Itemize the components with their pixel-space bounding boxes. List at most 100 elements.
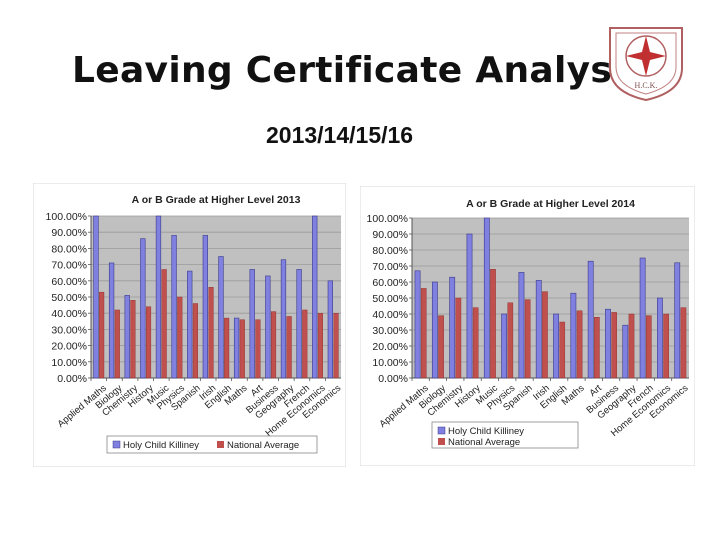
legend-label-holy-child: Holy Child Killiney xyxy=(123,440,199,451)
bar-holy-child xyxy=(570,292,577,379)
bar-national xyxy=(255,319,261,379)
bar-holy-child xyxy=(171,235,177,379)
bar-national xyxy=(646,315,652,379)
bar-holy-child xyxy=(622,324,629,379)
bar-holy-child xyxy=(535,280,542,379)
chart-title: A or B Grade at Higher Level 2013 xyxy=(132,194,301,206)
bar-holy-child xyxy=(312,215,318,379)
y-tick-label: 20.00% xyxy=(51,341,87,353)
y-tick-label: 20.00% xyxy=(372,341,408,353)
bar-national xyxy=(145,306,152,379)
bar-holy-child xyxy=(553,313,559,379)
y-tick-label: 80.00% xyxy=(51,243,87,255)
bar-national xyxy=(239,319,245,379)
bar-national xyxy=(302,309,308,379)
bar-national xyxy=(420,288,427,379)
bar-national xyxy=(611,312,617,379)
y-tick-label: 90.00% xyxy=(51,227,87,239)
y-tick-label: 90.00% xyxy=(372,229,408,241)
bar-national xyxy=(286,316,292,379)
y-tick-label: 70.00% xyxy=(372,261,408,273)
bar-holy-child xyxy=(249,269,255,379)
bar-national xyxy=(524,299,531,379)
bar-holy-child xyxy=(587,260,594,379)
y-tick-label: 40.00% xyxy=(51,308,87,320)
bar-national xyxy=(559,321,566,379)
bar-holy-child xyxy=(657,297,663,379)
bar-national xyxy=(333,312,339,379)
bar-holy-child xyxy=(296,269,302,379)
legend-swatch-national xyxy=(217,441,224,448)
legend-box xyxy=(431,421,579,449)
bar-national xyxy=(680,307,687,379)
bar-national xyxy=(594,316,600,379)
bar-holy-child xyxy=(202,235,208,379)
y-tick-label: 30.00% xyxy=(372,325,408,337)
bar-national xyxy=(114,309,120,379)
legend-swatch-national xyxy=(438,438,445,445)
bar-national xyxy=(490,268,496,379)
bar-national xyxy=(455,297,462,379)
y-tick-label: 70.00% xyxy=(51,260,87,272)
bar-holy-child xyxy=(233,317,240,379)
bar-national xyxy=(507,302,514,379)
y-tick-label: 100.00% xyxy=(46,211,87,223)
bar-holy-child xyxy=(674,262,681,379)
bar-national xyxy=(270,311,277,379)
y-tick-label: 10.00% xyxy=(372,357,408,369)
y-tick-label: 60.00% xyxy=(51,276,87,288)
bar-holy-child xyxy=(265,275,271,379)
bar-holy-child xyxy=(466,233,473,379)
y-tick-label: 0.00% xyxy=(57,373,87,385)
crest-text: H.C.K. xyxy=(635,81,658,90)
bar-holy-child xyxy=(93,215,99,379)
bar-national xyxy=(663,313,669,379)
bar-national xyxy=(130,300,136,379)
bar-national xyxy=(628,313,635,379)
bar-holy-child xyxy=(501,313,508,379)
bar-national xyxy=(542,291,548,379)
chart-2014: A or B Grade at Higher Level 2014 0.00% 10… xyxy=(360,186,695,466)
bar-holy-child xyxy=(124,295,130,379)
bar-national xyxy=(472,307,479,379)
slide-subtitle: 2013/14/15/16 xyxy=(266,122,414,148)
bar-holy-child xyxy=(518,272,525,379)
bar-holy-child xyxy=(431,281,438,379)
bar-holy-child xyxy=(280,259,287,379)
chart-2013: A or B Grade at Higher Level 2013 0.00% 10… xyxy=(33,183,346,467)
legend-box xyxy=(106,435,318,454)
y-tick-label: 10.00% xyxy=(51,357,87,369)
legend-label-holy-child: Holy Child Killiney xyxy=(448,426,524,437)
bar-holy-child xyxy=(140,238,146,379)
bar-national xyxy=(576,310,583,379)
y-tick-label: 80.00% xyxy=(372,245,408,257)
y-tick-label: 100.00% xyxy=(367,213,408,225)
bar-holy-child xyxy=(414,270,421,379)
bar-holy-child xyxy=(155,215,162,379)
bar-holy-child xyxy=(108,262,115,379)
bar-national xyxy=(438,315,444,379)
bar-national xyxy=(317,312,323,379)
bar-holy-child xyxy=(218,256,224,379)
bar-national xyxy=(208,287,214,379)
bar-holy-child xyxy=(449,276,456,379)
chart-title: A or B Grade at Higher Level 2014 xyxy=(466,198,635,210)
bar-national xyxy=(99,291,105,379)
bar-holy-child xyxy=(187,270,193,379)
y-tick-label: 30.00% xyxy=(51,324,87,336)
legend-label-national: National Average xyxy=(448,437,520,448)
legend-label-national: National Average xyxy=(227,440,299,451)
legend-swatch-holy-child xyxy=(112,440,121,449)
slide-title: Leaving Certificate Analysis xyxy=(72,50,647,91)
bar-holy-child xyxy=(483,217,490,379)
y-tick-label: 40.00% xyxy=(372,309,408,321)
legend-swatch-holy-child xyxy=(437,426,446,435)
y-tick-label: 60.00% xyxy=(372,277,408,289)
y-tick-label: 50.00% xyxy=(51,292,87,304)
bar-holy-child xyxy=(639,257,646,379)
y-tick-label: 0.00% xyxy=(378,373,408,385)
bar-national xyxy=(224,317,230,379)
bar-holy-child xyxy=(605,308,611,379)
bar-national xyxy=(192,303,198,379)
bar-holy-child xyxy=(327,280,333,379)
